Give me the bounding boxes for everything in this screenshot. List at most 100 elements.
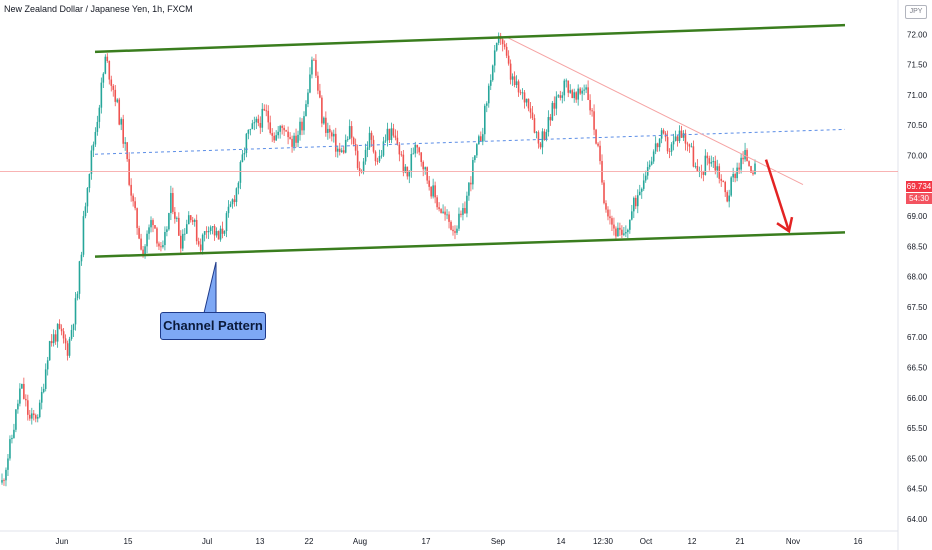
candle-body [384,140,387,142]
candle-body [489,80,492,86]
candle-body [209,227,212,231]
candle-body [120,119,123,125]
candle-body [710,162,713,164]
candle-body [650,161,653,165]
candle-body [533,118,536,133]
candle-body [126,142,128,160]
candle-body [648,164,651,168]
currency-badge[interactable]: JPY [905,5,927,19]
candle-body [44,369,47,389]
candle-body [426,167,428,181]
candle-body [60,328,63,332]
candle-body [344,139,347,153]
candle-body [644,175,647,181]
candle-body [495,42,498,51]
candle-body [253,122,256,124]
candle-body [80,254,83,262]
candle-body [168,213,170,230]
candle-body [86,188,89,207]
candle-body [130,184,132,196]
candle-body [567,80,570,93]
candle-body [497,35,500,43]
candle-body [3,480,5,481]
candle-body [249,129,252,130]
candle-body [640,188,643,192]
candle-body [678,130,681,142]
candle-body [537,132,540,144]
candle-body [569,90,572,93]
candle-body [112,85,115,90]
candle-body [98,107,101,122]
candle-body [660,130,663,139]
candle-body [589,100,591,111]
candle-body [549,117,552,121]
x-tick-label: Aug [353,537,367,546]
candle-body [432,185,434,197]
channel-pattern-callout[interactable]: Channel Pattern [160,312,266,340]
candle-body [158,243,160,247]
candle-body [110,79,113,86]
candle-body [25,398,27,401]
candle-body [5,469,7,481]
candle-body [734,173,736,179]
candle-body [434,185,436,198]
candle-body [702,172,705,175]
candle-body [138,228,140,239]
candle-body [96,121,99,132]
candle-body [207,230,210,233]
candle-body [152,220,154,226]
candle-body [281,126,283,128]
candle-body [750,165,752,173]
candle-body [442,211,444,213]
candle-body [338,148,341,152]
candle-body [454,231,456,233]
candle-body [472,160,474,185]
channel-midline [94,128,846,155]
candle-body [332,133,335,137]
candle-body [263,108,266,111]
candle-body [487,85,490,104]
candle-body [374,151,377,162]
candle-body [422,161,425,170]
candle-body [519,92,522,94]
candle-body [231,199,234,205]
y-tick-label: 67.00 [907,333,928,342]
candle-body [307,92,309,105]
candle-body [607,209,609,217]
y-tick-label: 64.50 [907,485,928,494]
candle-body [233,199,236,203]
candle-body [464,208,466,214]
candle-body [726,192,728,202]
candle-body [285,130,287,132]
candle-body [378,156,381,162]
candle-body [227,206,230,214]
candle-body [545,132,548,140]
candle-body [420,152,423,162]
candle-body [92,144,95,151]
candle-body [40,392,43,403]
candle-body [273,135,275,141]
candle-body [239,161,242,183]
candle-body [170,193,172,214]
candle-body [134,201,136,209]
candle-body [223,231,226,234]
candle-body [521,92,524,94]
candle-body [553,102,556,109]
candle-body [331,132,333,137]
candle-body [386,128,389,141]
candle-body [366,147,369,150]
candle-body [491,65,494,81]
candle-body [682,133,685,138]
candle-body [106,56,109,62]
candle-body [259,123,262,128]
candle-body [696,166,699,172]
candle-body [672,140,675,145]
candle-body [156,228,158,244]
candle-body [666,137,669,152]
candle-body [189,215,192,221]
candle-body [327,128,329,133]
candle-body [38,402,41,418]
candle-body [625,232,627,234]
candle-body [114,89,117,102]
